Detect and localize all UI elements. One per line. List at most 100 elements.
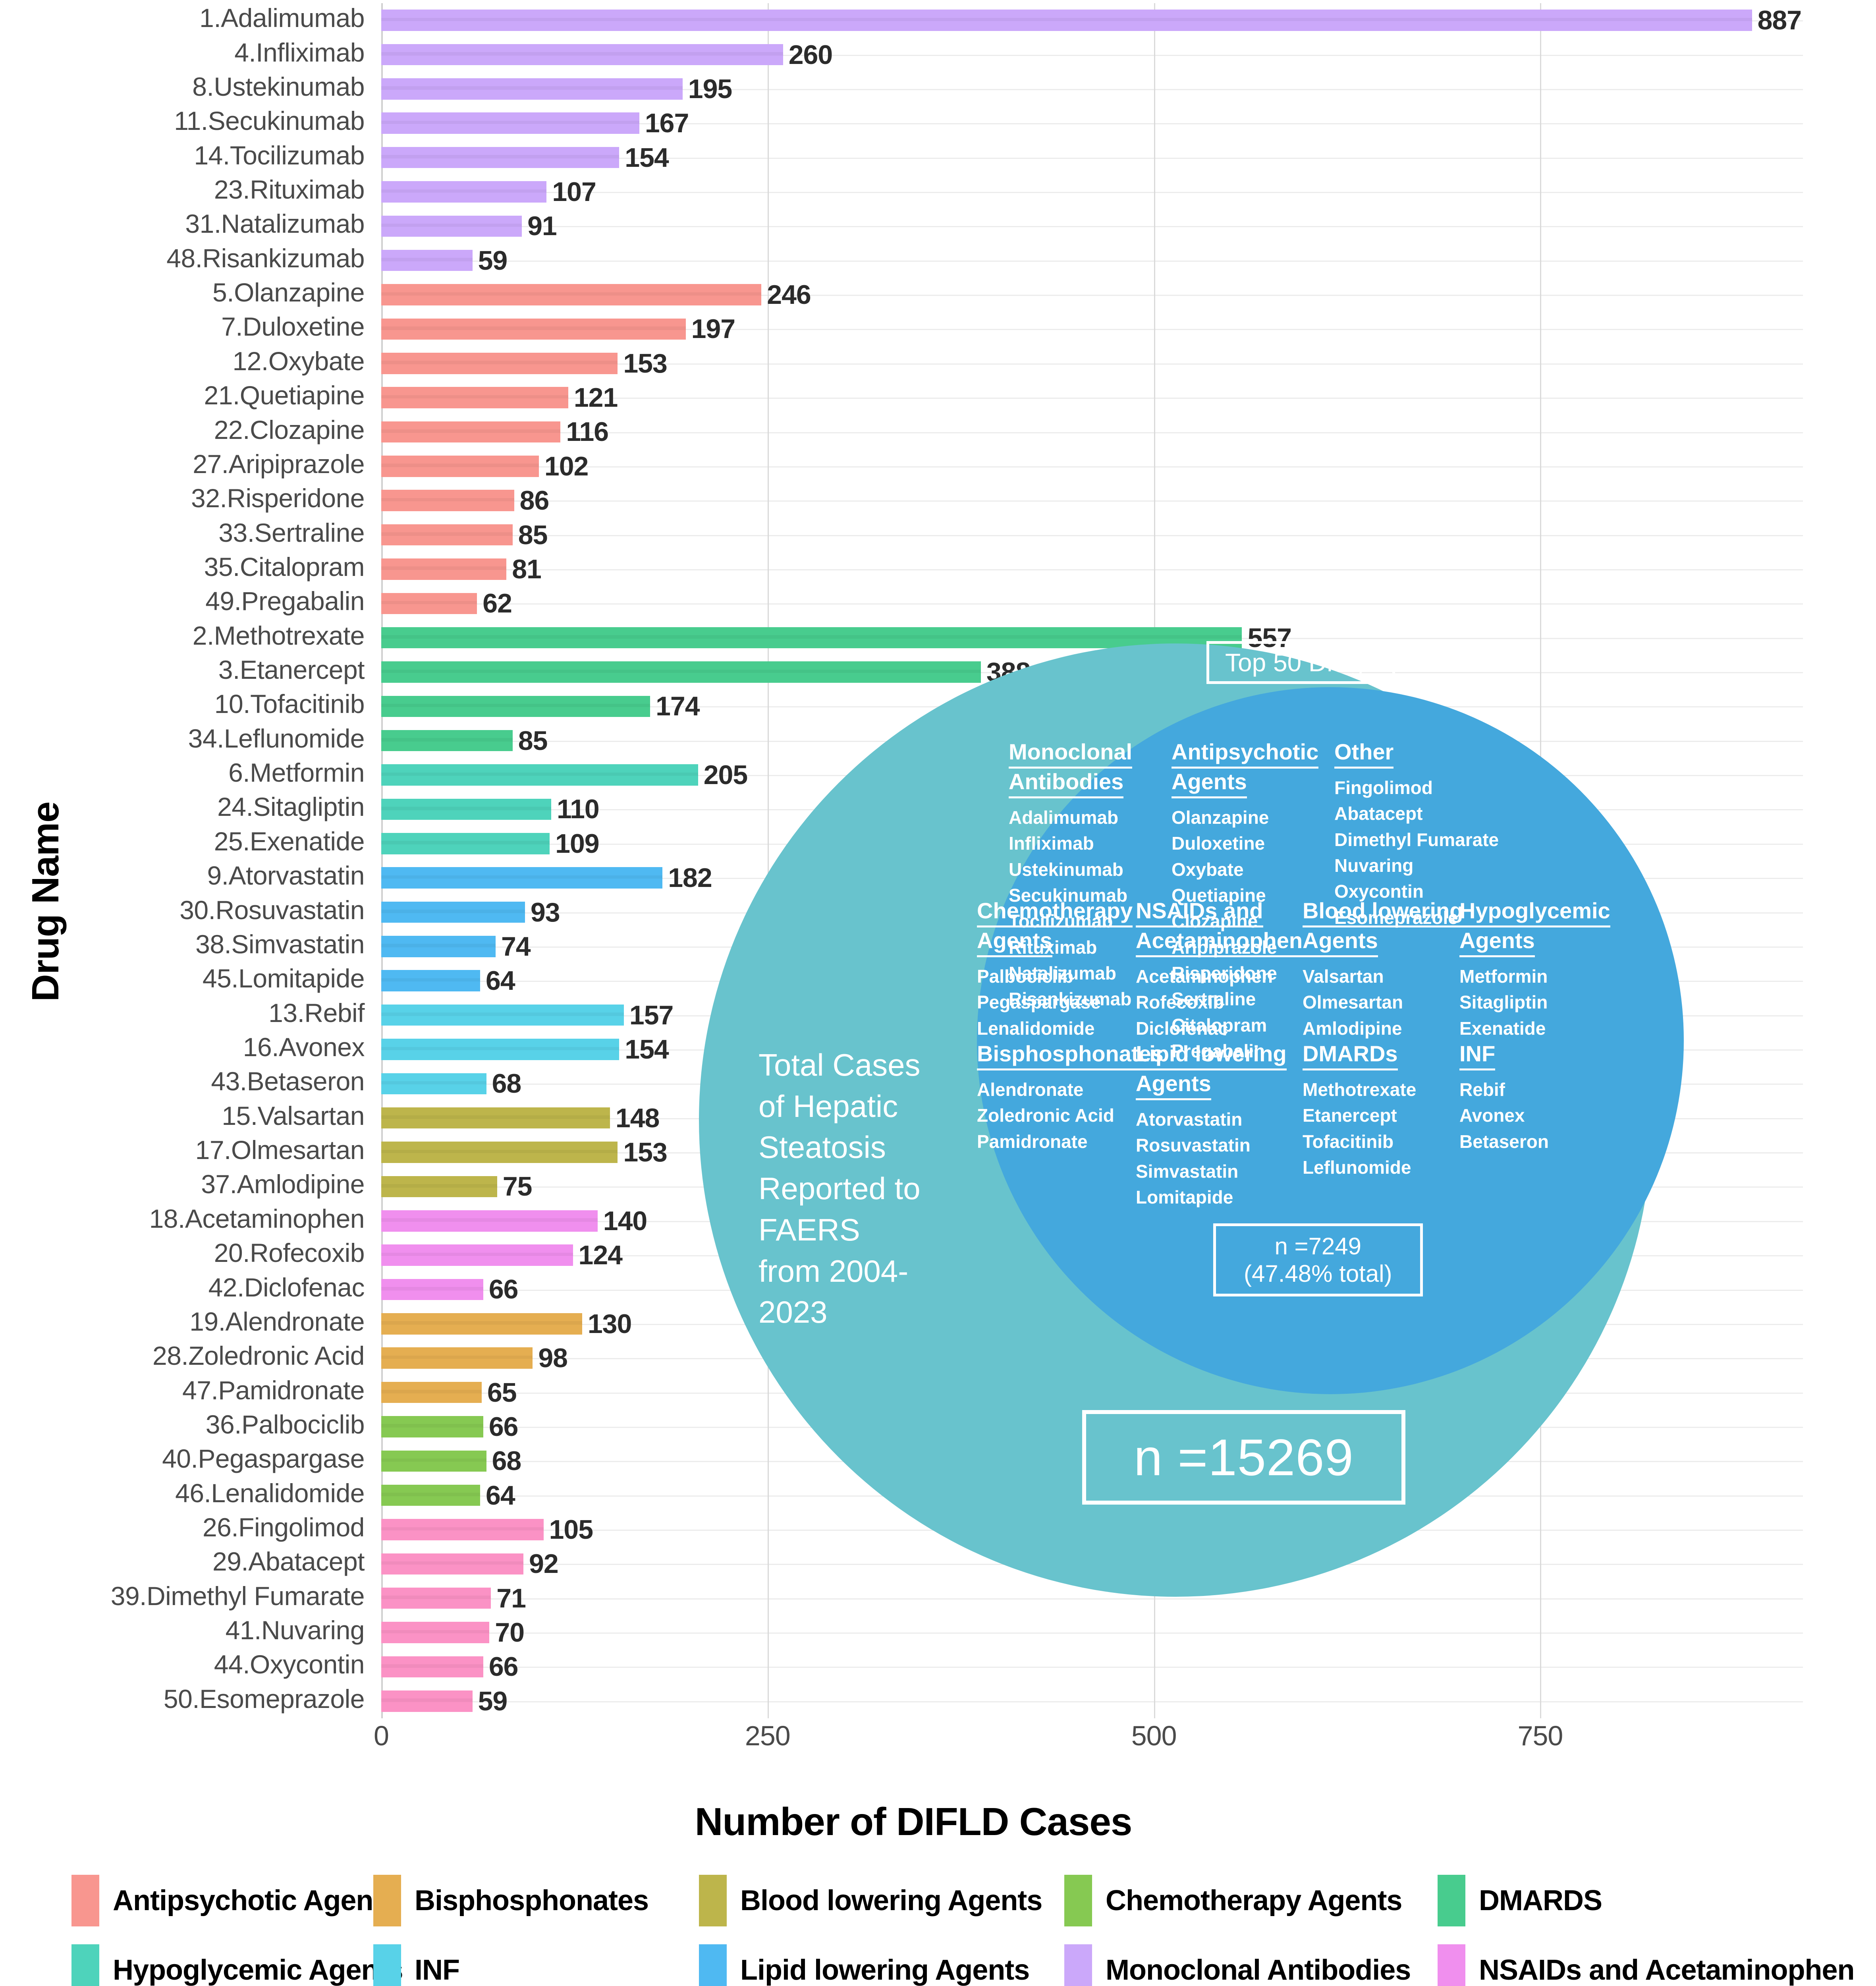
- bar-row: 75: [381, 1171, 1803, 1202]
- bar-row: 66: [381, 1274, 1803, 1304]
- bar-value-label: 153: [623, 1137, 667, 1168]
- legend-item[interactable]: Bisphosphonates: [373, 1875, 649, 1926]
- y-tick-label: 46.Lenalidomide: [175, 1478, 365, 1508]
- y-tick-label: 4.Infliximab: [234, 37, 365, 67]
- bar-row: 124: [381, 1240, 1803, 1270]
- legend-label: NSAIDs and Acetaminophen: [1479, 1954, 1855, 1986]
- inset-category-item: Oxycontin: [1334, 881, 1424, 902]
- bar-value-label: 182: [668, 863, 712, 893]
- bar-row: 121: [381, 383, 1803, 413]
- horizontal-gridline: [381, 295, 1803, 296]
- bar-value-label: 68: [492, 1446, 522, 1476]
- inset-category-item: Clozapine: [1172, 911, 1258, 932]
- inset-category-title: Other: [1334, 739, 1499, 769]
- horizontal-gridline: [381, 157, 1803, 159]
- bar-row: 93: [381, 897, 1803, 927]
- bar: [381, 353, 618, 374]
- bar-row: 66: [381, 1412, 1803, 1442]
- y-tick-label: 15.Valsartan: [222, 1101, 365, 1130]
- bar: [381, 1484, 481, 1506]
- bar-value-label: 59: [478, 1686, 508, 1716]
- bar-row: 260: [381, 40, 1803, 70]
- y-tick-label: 1.Adalimumab: [199, 3, 365, 33]
- legend-item[interactable]: Chemotherapy Agents: [1064, 1875, 1402, 1926]
- bar-row: 388: [381, 657, 1803, 687]
- legend-color-swatch: [71, 1875, 99, 1926]
- bar-row: 246: [381, 280, 1803, 310]
- y-tick-label: 17.Olmesartan: [195, 1135, 365, 1165]
- inset-category-item: Palbociclib: [977, 966, 1073, 987]
- x-tick-label: 0: [374, 1720, 389, 1751]
- y-tick-label: 10.Tofacitinib: [214, 689, 365, 719]
- bar-value-label: 65: [487, 1377, 517, 1408]
- legend-item[interactable]: INF: [373, 1944, 460, 1986]
- inset-category-block: Blood lowering Agents Valsartan Olmesartan A…: [1303, 898, 1463, 1041]
- y-tick-label: 14.Tocilizumab: [194, 140, 365, 170]
- bar-value-label: 66: [488, 1652, 519, 1682]
- horizontal-gridline: [381, 89, 1803, 90]
- bar-value-label: 246: [767, 280, 811, 310]
- bar-value-label: 98: [538, 1343, 568, 1374]
- legend-item[interactable]: NSAIDs and Acetaminophen: [1438, 1944, 1855, 1986]
- inset-category-item: Avonex: [1459, 1105, 1525, 1126]
- y-tick-label: 25.Exenatide: [214, 826, 365, 856]
- legend-color-swatch: [1064, 1875, 1092, 1926]
- bar: [381, 456, 539, 477]
- legend-item[interactable]: Monoclonal Antibodies: [1064, 1944, 1411, 1986]
- inset-category-item: Tocilizumab: [1009, 911, 1113, 932]
- bar-row: 167: [381, 108, 1803, 138]
- inset-category-block: Hypoglycemic Agents Metformin Sitagliptin Ex…: [1459, 898, 1610, 1041]
- bar: [381, 593, 477, 614]
- bar-row: 68: [381, 1068, 1803, 1099]
- legend-item[interactable]: Blood lowering Agents: [699, 1875, 1042, 1926]
- inset-category-item: Betaseron: [1459, 1131, 1549, 1152]
- y-tick-label: 6.Metformin: [228, 758, 365, 788]
- y-tick-label: 50.Esomeprazole: [163, 1684, 365, 1714]
- inset-category-item: Rebif: [1459, 1079, 1505, 1100]
- inset-category-item: Nuvaring: [1334, 855, 1414, 876]
- plot-area: Drug Name 1.Adalimumab 4.Infliximab 8.Uste…: [24, 3, 1803, 1843]
- y-tick-label: 44.Oxycontin: [214, 1650, 365, 1679]
- horizontal-gridline: [381, 1598, 1803, 1600]
- horizontal-gridline: [381, 500, 1803, 502]
- bar: [381, 181, 547, 203]
- bar: [381, 1587, 491, 1609]
- legend-item[interactable]: Lipid lowering Agents: [699, 1944, 1030, 1986]
- bar: [381, 1244, 573, 1266]
- horizontal-gridline: [381, 1632, 1803, 1634]
- top50-badge: Top 50 Drugs: [1206, 641, 1395, 684]
- y-tick-label: 31.Natalizumab: [185, 209, 365, 239]
- horizontal-gridline: [381, 363, 1803, 365]
- bar-row: 105: [381, 1515, 1803, 1545]
- horizontal-gridline: [381, 432, 1803, 433]
- horizontal-gridline: [381, 1701, 1803, 1702]
- inset-category-block: Lipid lowering Agents Atorvastatin Rosuvast…: [1136, 1041, 1287, 1210]
- bar-row: 85: [381, 726, 1803, 756]
- inset-category-title: INF: [1459, 1041, 1549, 1071]
- legend-color-swatch: [1064, 1944, 1092, 1986]
- bar: [381, 1381, 482, 1403]
- bar: [381, 1210, 598, 1232]
- bar-value-label: 62: [483, 588, 512, 619]
- bar-value-label: 557: [1247, 622, 1291, 653]
- legend-item[interactable]: Hypoglycemic Agents: [71, 1944, 403, 1986]
- legend-item[interactable]: DMARDS: [1438, 1875, 1602, 1926]
- bar-value-label: 167: [645, 108, 689, 139]
- bar-row: 74: [381, 931, 1803, 962]
- bar-value-label: 140: [603, 1206, 647, 1236]
- bar-row: 205: [381, 760, 1803, 790]
- bar-value-label: 153: [623, 348, 667, 379]
- inset-category-item: Methotrexate: [1303, 1079, 1417, 1100]
- bar: [381, 936, 496, 957]
- bar-value-label: 148: [615, 1103, 660, 1133]
- bar: [381, 1279, 483, 1300]
- legend-item[interactable]: Antipsychotic Agents: [71, 1875, 398, 1926]
- bar: [381, 1450, 486, 1472]
- horizontal-gridline: [381, 54, 1803, 56]
- bar: [381, 215, 522, 237]
- inset-category-item: Pregabalin: [1172, 1040, 1265, 1061]
- bar-row: 64: [381, 966, 1803, 996]
- bar: [381, 318, 686, 340]
- bar-value-label: 109: [555, 828, 599, 859]
- subset-n-line1: n =7249: [1274, 1233, 1362, 1260]
